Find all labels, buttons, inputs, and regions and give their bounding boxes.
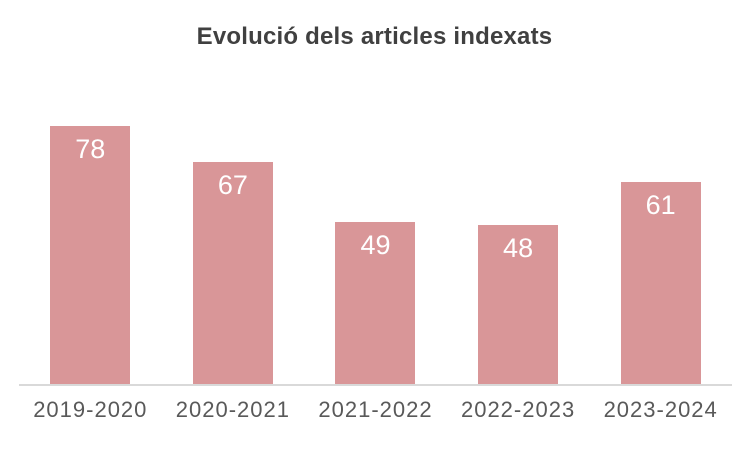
x-axis-label: 2021-2022: [318, 397, 433, 422]
bar-value-label: 49: [360, 230, 391, 260]
x-axis-label: 2019-2020: [33, 397, 148, 422]
bar-value-label: 67: [217, 170, 248, 200]
bar: 67: [192, 162, 273, 384]
bar-slot: 61: [589, 84, 732, 384]
bar-slot: 49: [304, 84, 447, 384]
bar-value-label: 48: [503, 233, 534, 263]
x-axis-label: 2022-2023: [460, 397, 576, 422]
x-axis-line: [19, 384, 732, 386]
bar: 78: [50, 126, 131, 384]
bar-value-label: 61: [645, 190, 676, 220]
bar-slot: 78: [19, 84, 162, 384]
bar-slot: 48: [447, 84, 590, 384]
chart-title: Evolució dels articles indexats: [196, 23, 553, 50]
bar: 49: [335, 222, 416, 384]
x-axis-label: 2023-2024: [603, 397, 718, 422]
bar-value-label: 78: [75, 134, 106, 164]
x-axis-label: 2020-2021: [175, 397, 290, 422]
plot-area: 78 67 49 48 61: [19, 84, 732, 384]
bar: 48: [478, 225, 559, 384]
bar-slot: 67: [162, 84, 305, 384]
x-axis-labels: 2019-2020 2020-2021 2021-2022 2022-2023 2023…: [19, 397, 732, 423]
bar: 61: [620, 182, 701, 384]
